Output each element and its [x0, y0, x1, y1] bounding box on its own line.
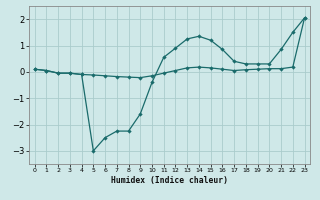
X-axis label: Humidex (Indice chaleur): Humidex (Indice chaleur): [111, 176, 228, 185]
